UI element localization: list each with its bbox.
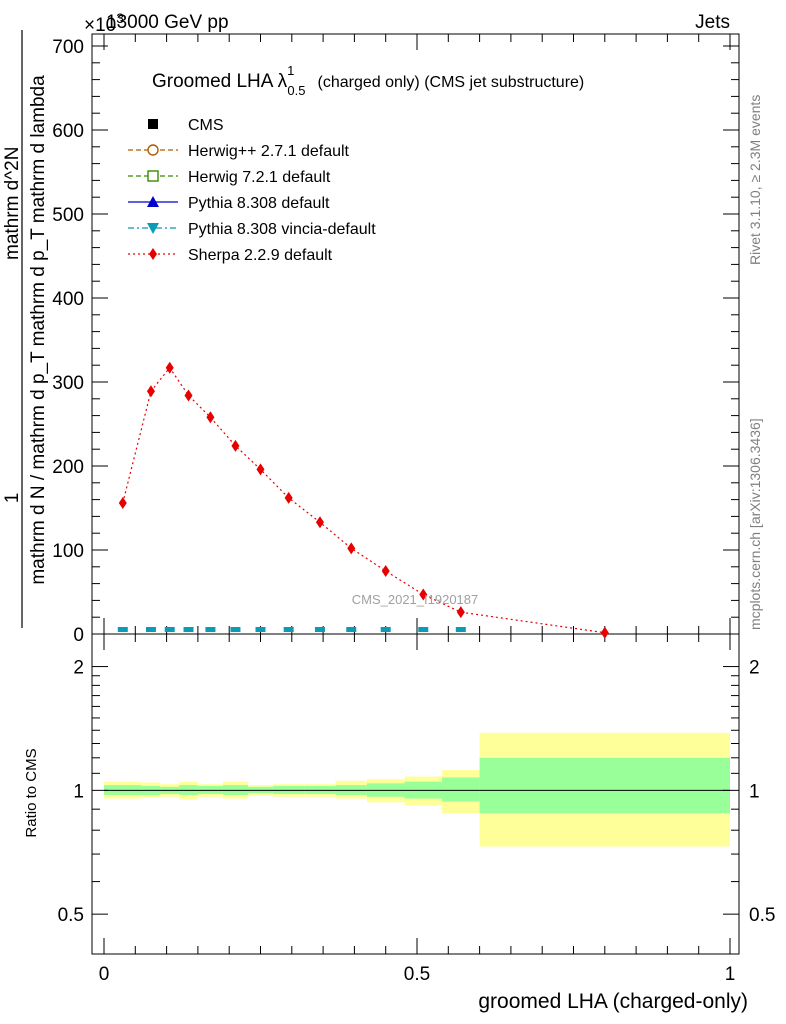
legend-label: Herwig 7.2.1 default bbox=[188, 169, 331, 186]
x-tick-label: 1 bbox=[725, 964, 736, 985]
legend-marker-square bbox=[148, 119, 158, 129]
y-exponent: ×103 bbox=[84, 10, 124, 36]
mc-point-near-zero bbox=[230, 627, 241, 632]
mc-point-near-zero bbox=[205, 627, 216, 632]
mc-point-near-zero bbox=[455, 627, 466, 632]
sherpa-point bbox=[347, 542, 356, 555]
ratio-tick-label: 1 bbox=[73, 781, 84, 802]
rivet-label: Rivet 3.1.10, ≥ 2.3M events bbox=[747, 95, 763, 265]
ratio-band-green bbox=[442, 777, 480, 802]
mc-point-near-zero bbox=[145, 627, 156, 632]
ratio-tick-label-right: 1 bbox=[749, 781, 760, 802]
y-tick-label: 100 bbox=[52, 541, 84, 562]
sherpa-point bbox=[256, 463, 265, 476]
legend-marker-circle bbox=[147, 144, 159, 156]
header-right: Jets bbox=[695, 12, 730, 33]
y-title-numerator: 1 bbox=[2, 493, 23, 504]
y-tick-label: 300 bbox=[52, 373, 84, 394]
y-tick-label: 400 bbox=[52, 289, 84, 310]
mc-point-near-zero bbox=[314, 627, 325, 632]
sherpa-point bbox=[284, 491, 293, 504]
mc-point-near-zero bbox=[183, 627, 194, 632]
plot-title: Groomed LHA λ1 0.5 (charged only) (CMS jet… bbox=[152, 63, 584, 98]
mc-point-near-zero bbox=[255, 627, 266, 632]
legend-marker-triangle-up bbox=[147, 196, 159, 207]
ratio-band-green bbox=[479, 757, 730, 814]
legend-label: Sherpa 2.2.9 default bbox=[188, 247, 333, 264]
legend-marker-diamond bbox=[149, 248, 157, 260]
ratio-tick-label: 0.5 bbox=[58, 905, 84, 926]
y-tick-label: 700 bbox=[52, 37, 84, 58]
sherpa-point bbox=[206, 411, 215, 424]
y-title-top-right: mathrm d^2N bbox=[2, 147, 23, 260]
y-tick-label: 600 bbox=[52, 121, 84, 142]
y-tick-label: 500 bbox=[52, 205, 84, 226]
header-left: 13000 GeV pp bbox=[106, 12, 229, 33]
series-layer bbox=[117, 361, 609, 639]
sherpa-point bbox=[118, 496, 127, 509]
mc-point-near-zero bbox=[380, 627, 391, 632]
sherpa-point bbox=[456, 606, 465, 619]
x-axis-title: groomed LHA (charged-only) bbox=[478, 990, 748, 1013]
y-tick-label: 0 bbox=[73, 625, 84, 646]
legend-label: Pythia 8.308 default bbox=[188, 195, 330, 212]
ratio-axis-ticks: 0.5 0.5 1 1 2 2 bbox=[58, 658, 776, 927]
mc-point-near-zero bbox=[164, 627, 175, 632]
legend-marker-triangle-down bbox=[147, 223, 159, 234]
top-axis-ticks: 0 100 200 300 400 500 600 700 bbox=[52, 37, 739, 646]
sherpa-point bbox=[419, 588, 428, 601]
x-tick-label: 0 bbox=[99, 964, 110, 985]
mcplots-label: mcplots.cern.ch [arXiv:1306.3436] bbox=[747, 418, 763, 630]
sherpa-point bbox=[231, 439, 240, 452]
y-tick-label: 200 bbox=[52, 457, 84, 478]
legend-label: CMS bbox=[188, 117, 224, 134]
sherpa-point bbox=[315, 516, 324, 529]
legend-marker-open-square bbox=[147, 170, 159, 182]
mc-point-near-zero bbox=[346, 627, 357, 632]
sherpa-point bbox=[165, 361, 174, 374]
ratio-tick-label-right: 0.5 bbox=[749, 905, 775, 926]
sherpa-point bbox=[146, 385, 155, 398]
mc-point-near-zero bbox=[283, 627, 294, 632]
sherpa-point bbox=[600, 626, 609, 639]
watermark: CMS_2021_I1920187 bbox=[352, 592, 479, 607]
mc-point-near-zero bbox=[117, 627, 128, 632]
ratio-tick-label-right: 2 bbox=[749, 658, 760, 679]
ratio-uncertainty-bands bbox=[104, 732, 730, 847]
sherpa-line bbox=[122, 366, 605, 634]
sherpa-point bbox=[381, 565, 390, 577]
ratio-y-title: Ratio to CMS bbox=[23, 748, 40, 837]
sherpa-point bbox=[184, 389, 193, 402]
ratio-panel-frame bbox=[91, 633, 740, 955]
mc-point-near-zero bbox=[418, 627, 429, 632]
legend-label: Pythia 8.308 vincia-default bbox=[188, 221, 376, 238]
legend: CMS Herwig++ 2.7.1 default Herwig 7.2.1 de… bbox=[128, 117, 376, 264]
legend-label: Herwig++ 2.7.1 default bbox=[188, 143, 350, 160]
y-title-denominator: mathrm d N / mathrm d p_T mathrm d p_T m… bbox=[28, 75, 49, 585]
x-tick-label: 0.5 bbox=[404, 964, 430, 985]
ratio-tick-label: 2 bbox=[73, 658, 84, 679]
